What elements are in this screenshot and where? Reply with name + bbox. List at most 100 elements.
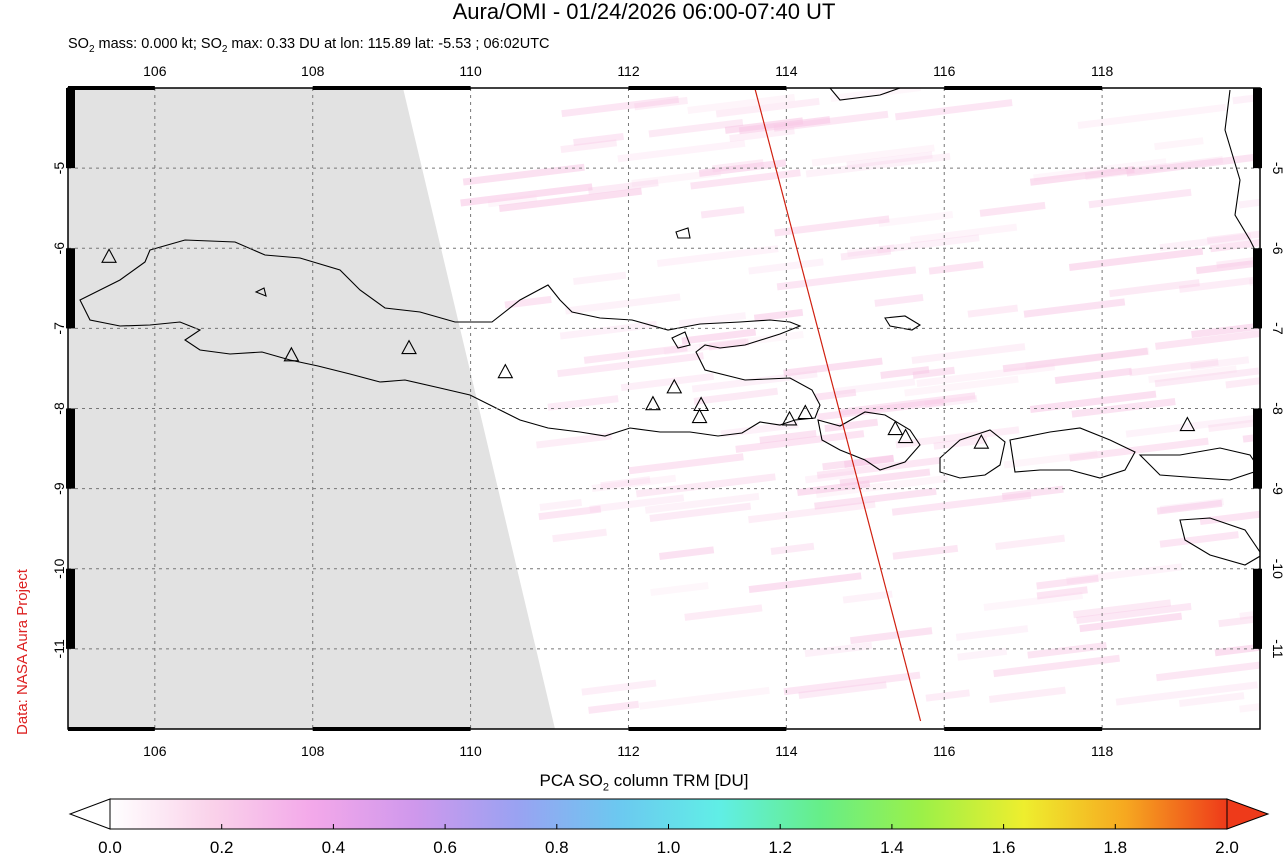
so2-streak: [747, 500, 876, 524]
so2-streak: [538, 505, 602, 521]
so2-streak: [1077, 103, 1227, 129]
so2-streak: [588, 179, 659, 195]
lat-label-left: -10: [51, 558, 67, 578]
so2-streak: [891, 491, 1032, 516]
so2-streak: [617, 139, 746, 163]
lat-label-left: -11: [51, 639, 67, 658]
lon-label-top: 108: [301, 63, 325, 79]
so2-streak: [650, 582, 709, 597]
volcano-marker: [973, 433, 990, 449]
so2-streak: [663, 337, 747, 356]
so2-streak: [460, 183, 593, 207]
volcano-marker: [645, 395, 661, 411]
so2-streak: [895, 99, 1013, 121]
colorbar-ticks: 0.0 0.2 0.4 0.6 0.8 1.0 1.2 1.4 1.6 1.8 2.0: [98, 824, 1239, 855]
so2-streak: [635, 473, 776, 498]
so2-streak: [588, 700, 640, 714]
so2-streak: [1109, 279, 1200, 298]
lat-label-right: -6: [1270, 242, 1286, 255]
so2-streak: [693, 387, 779, 405]
so2-background-streaks: [460, 88, 1260, 714]
coast-sumbawa: [1009, 427, 1136, 479]
so2-streak: [995, 534, 1066, 551]
so2-streak: [847, 244, 895, 257]
so2-streak: [955, 625, 1029, 641]
coast-kangean: [884, 315, 922, 331]
so2-streak: [557, 352, 704, 378]
colorbar-tick-label: 2.0: [1215, 838, 1239, 855]
so2-streak: [925, 689, 970, 702]
so2-streak: [634, 96, 688, 111]
lon-label-top: 110: [459, 63, 482, 79]
colorbar-title: PCA SO2 column TRM [DU]: [539, 771, 749, 794]
lat-label-left: -9: [51, 482, 67, 495]
frame-tick-block: [628, 86, 787, 90]
so2-streak: [1054, 367, 1133, 385]
volcano-marker: [401, 339, 417, 355]
so2-streak: [1199, 510, 1260, 526]
so2-streak: [1036, 574, 1099, 590]
so2-streak: [993, 654, 1121, 678]
volcano-markers: [101, 248, 1196, 449]
lat-label-right: -10: [1270, 559, 1286, 579]
colorbar-tick-label: 0.8: [545, 838, 569, 855]
so2-streak: [591, 474, 677, 492]
so2-streak: [1195, 253, 1260, 275]
coast-madura-strait-islet: [671, 331, 691, 349]
lat-label-left: -8: [51, 402, 67, 415]
graticule: [68, 88, 1260, 729]
colorbar-tick-label: 1.0: [657, 838, 681, 855]
so2-streak: [735, 430, 865, 453]
so2-streak: [679, 312, 747, 328]
so2-streak: [753, 308, 804, 322]
so2-streak: [589, 494, 685, 513]
lat-label-right: -8: [1270, 402, 1286, 415]
colorbar-tick-label: 1.4: [880, 838, 904, 855]
lon-label-bottom: 106: [143, 743, 167, 759]
so2-streak: [1154, 367, 1260, 388]
orbit-track: [754, 88, 922, 722]
lon-label-bottom: 112: [617, 743, 640, 759]
volcano-marker: [693, 396, 710, 412]
coast-islet: [254, 287, 267, 297]
lon-label-top: 112: [617, 63, 640, 79]
coast-sulawesi: [1224, 89, 1260, 261]
so2-streak: [774, 215, 890, 237]
so2-streak: [1128, 358, 1219, 377]
so2-streak: [816, 398, 945, 421]
so2-streak: [1079, 612, 1183, 633]
so2-streak: [748, 258, 824, 275]
so2-streak: [909, 223, 1018, 244]
so2-streak: [1156, 499, 1223, 515]
so2-streak: [876, 234, 980, 254]
frame-tick-block: [1253, 88, 1262, 169]
lat-label-right: -11: [1270, 639, 1286, 658]
so2-streak: [748, 572, 862, 594]
lat-label-right: -7: [1270, 322, 1286, 335]
so2-streak: [700, 206, 745, 219]
so2-streak: [1206, 227, 1260, 245]
so2-streak: [770, 542, 815, 555]
frame-tick-block: [312, 727, 471, 731]
lat-label-left: -7: [51, 322, 67, 335]
volcano-marker: [283, 346, 300, 362]
so2-streak: [1208, 419, 1259, 433]
so2-streak: [1155, 328, 1260, 350]
so2-streak: [1071, 398, 1176, 418]
so2-streak: [1029, 166, 1135, 186]
so2-streak: [581, 679, 657, 696]
so2-streak: [804, 641, 873, 658]
so2-streak: [979, 201, 1046, 217]
so2-streak: [805, 152, 951, 178]
so2-streak: [833, 378, 916, 396]
so2-streak: [798, 681, 887, 699]
axis-labels: 106 106 108 108 110 110 112 112 114 114 116 116 118 1…: [51, 63, 1286, 759]
so2-streak: [1191, 316, 1260, 339]
so2-streak: [698, 331, 804, 351]
so2-streak: [783, 357, 883, 377]
so2-streak: [815, 474, 949, 498]
so2-streak: [684, 604, 763, 621]
so2-streak: [840, 247, 892, 261]
so2-streak: [1025, 347, 1150, 370]
